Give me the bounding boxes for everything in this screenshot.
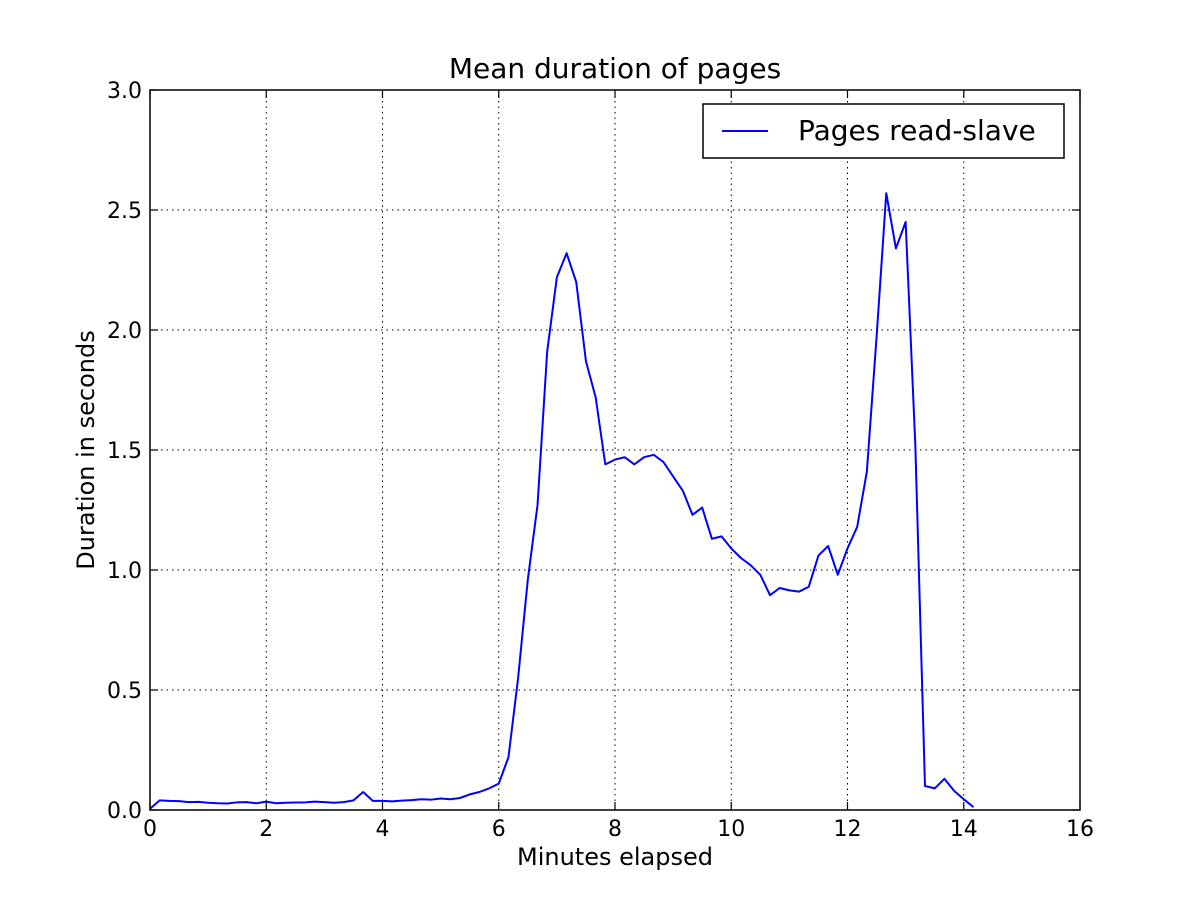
x-tick-label: 14: [950, 817, 978, 842]
y-tick-label: 3.0: [107, 79, 142, 104]
y-tick-label: 1.0: [107, 559, 142, 584]
x-tick-label: 6: [492, 817, 506, 842]
series-line-pages-read-slave: [149, 192, 975, 810]
legend-label-pages-read-slave: Pages read-slave: [798, 114, 1036, 147]
legend: Pages read-slave: [702, 103, 1065, 159]
series-layer: [149, 192, 975, 810]
y-tick-label: 2.5: [107, 199, 142, 224]
x-axis-label: Minutes elapsed: [517, 843, 713, 871]
grid-lines: [149, 89, 1081, 811]
y-tick-label: 0.0: [107, 799, 142, 824]
y-tick-label: 0.5: [107, 679, 142, 704]
y-tick-label: 2.0: [107, 319, 142, 344]
y-tick-label: 1.5: [107, 439, 142, 464]
x-tick-label: 10: [717, 817, 745, 842]
x-tick-label: 2: [259, 817, 273, 842]
chart-title: Mean duration of pages: [449, 52, 781, 85]
y-axis-label: Duration in seconds: [72, 330, 100, 569]
x-tick-label: 0: [143, 817, 157, 842]
plot-frame: [149, 89, 1081, 811]
ticks: 0 2 4 6 8 10 12 14 16 0.0 0.5 1.0 1.5 2.0 2.5 3.0: [107, 79, 1094, 842]
x-tick-label: 16: [1066, 817, 1094, 842]
x-tick-label: 12: [834, 817, 862, 842]
x-tick-label: 4: [376, 817, 390, 842]
x-tick-label: 8: [608, 817, 622, 842]
